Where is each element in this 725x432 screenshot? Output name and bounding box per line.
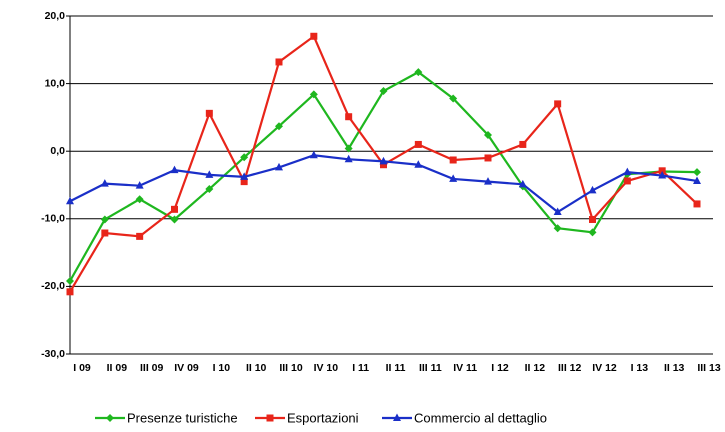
marker xyxy=(205,185,214,194)
x-tick-label: I 09 xyxy=(73,362,91,374)
x-tick-label: IV 10 xyxy=(314,362,339,374)
x-tick-label: I 12 xyxy=(491,362,509,374)
y-tick-label: -20,0 xyxy=(41,280,65,292)
marker xyxy=(623,177,631,185)
marker xyxy=(658,171,667,179)
marker xyxy=(275,122,283,131)
y-tick-label: 10,0 xyxy=(45,77,66,89)
x-tick-label: I 11 xyxy=(352,362,369,374)
series-line xyxy=(69,70,698,282)
marker xyxy=(240,172,249,180)
marker xyxy=(170,165,179,174)
marker xyxy=(484,177,492,185)
x-tick-label: I 10 xyxy=(213,362,231,374)
x-tick-label: IV 12 xyxy=(592,362,617,374)
marker xyxy=(100,215,109,224)
marker xyxy=(136,232,144,240)
marker xyxy=(414,160,423,168)
y-tick-label: 20,0 xyxy=(45,10,66,22)
x-tick-label: III 11 xyxy=(419,362,442,374)
marker xyxy=(275,58,283,66)
marker xyxy=(589,215,596,223)
marker xyxy=(106,414,114,422)
marker xyxy=(693,200,701,208)
legend-label: Esportazioni xyxy=(287,410,359,425)
marker xyxy=(484,154,492,162)
x-tick-label: III 10 xyxy=(279,362,303,374)
marker xyxy=(693,176,701,184)
marker xyxy=(310,32,318,40)
marker xyxy=(393,413,401,421)
x-tick-label: II 13 xyxy=(664,362,685,374)
marker xyxy=(240,178,248,186)
y-tick-label: -10,0 xyxy=(41,213,65,225)
marker xyxy=(240,153,249,162)
marker xyxy=(379,156,388,165)
marker xyxy=(275,162,283,171)
x-tick-label: II 09 xyxy=(107,362,128,374)
marker xyxy=(205,109,213,117)
marker xyxy=(554,100,562,108)
marker xyxy=(66,288,74,296)
marker xyxy=(309,90,318,99)
marker xyxy=(66,196,74,205)
y-tick-label: -30,0 xyxy=(41,348,65,360)
marker xyxy=(171,205,178,213)
marker xyxy=(100,179,109,187)
marker xyxy=(205,170,214,178)
marker xyxy=(135,195,144,204)
marker xyxy=(658,167,666,175)
marker xyxy=(344,144,353,153)
marker xyxy=(380,161,387,169)
marker xyxy=(623,167,632,176)
marker xyxy=(449,94,458,103)
marker xyxy=(553,207,562,216)
marker xyxy=(414,140,422,148)
marker xyxy=(518,179,527,188)
x-tick-label: II 12 xyxy=(525,362,546,374)
marker xyxy=(449,174,458,182)
marker xyxy=(484,130,492,139)
marker xyxy=(693,168,701,177)
x-tick-label: III 12 xyxy=(558,362,582,374)
x-tick-label: II 11 xyxy=(386,362,406,374)
marker xyxy=(449,156,457,164)
marker xyxy=(66,276,74,285)
legend-label: Presenze turistiche xyxy=(127,410,238,425)
marker xyxy=(309,150,318,159)
x-tick-label: IV 09 xyxy=(174,362,199,374)
marker xyxy=(553,224,562,233)
marker xyxy=(588,228,597,237)
marker xyxy=(135,181,144,189)
x-tick-label: II 10 xyxy=(246,362,267,374)
x-tick-label: III 13 xyxy=(697,362,721,374)
marker xyxy=(170,215,179,224)
x-tick-label: I 13 xyxy=(631,362,649,374)
marker xyxy=(588,185,597,194)
marker xyxy=(519,140,527,148)
marker xyxy=(414,68,423,77)
marker xyxy=(345,113,353,121)
marker xyxy=(266,414,274,422)
marker xyxy=(344,154,353,163)
y-tick-label: 0,0 xyxy=(50,145,65,157)
x-tick-label: III 09 xyxy=(140,362,164,374)
legend-label: Commercio al dettaglio xyxy=(414,410,547,425)
marker xyxy=(379,87,388,96)
marker xyxy=(101,229,109,237)
x-tick-label: IV 11 xyxy=(453,362,477,374)
